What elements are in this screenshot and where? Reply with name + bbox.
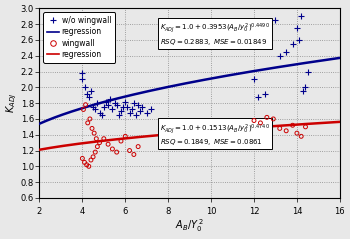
X-axis label: $A_B/Y_0^{\,2}$: $A_B/Y_0^{\,2}$: [175, 217, 204, 234]
Point: [258, 121, 263, 125]
Point: [79, 157, 85, 160]
Point: [114, 150, 119, 154]
Point: [107, 97, 113, 101]
Point: [88, 158, 94, 162]
Point: [93, 137, 99, 141]
Point: [135, 103, 141, 107]
Point: [127, 111, 132, 114]
Point: [284, 129, 289, 133]
Point: [140, 105, 145, 109]
Point: [87, 117, 93, 121]
Point: [105, 142, 111, 146]
Point: [97, 111, 102, 114]
Point: [256, 95, 261, 99]
Point: [127, 149, 132, 152]
Point: [264, 115, 270, 119]
Point: [89, 126, 95, 130]
Point: [112, 101, 117, 105]
Point: [303, 125, 308, 129]
Point: [118, 109, 124, 113]
Point: [114, 103, 119, 107]
Text: $K_{ADJ}=1.0+0.1513(A_B/y_0^{\,2})^{0.4740}$
$RSQ=0.1849,\;MSE=0.0861$: $K_{ADJ}=1.0+0.1513(A_B/y_0^{\,2})^{0.47…: [160, 122, 270, 147]
Point: [251, 77, 257, 81]
Y-axis label: $K_{ADJ}$: $K_{ADJ}$: [5, 93, 19, 113]
Point: [92, 150, 98, 154]
Point: [131, 101, 136, 105]
Point: [305, 70, 310, 73]
Point: [79, 71, 85, 75]
Point: [110, 147, 115, 151]
Point: [84, 163, 90, 167]
Point: [80, 108, 86, 111]
Point: [86, 95, 92, 99]
Point: [101, 105, 107, 109]
Point: [103, 100, 109, 103]
Point: [94, 101, 100, 105]
Point: [91, 131, 97, 135]
Point: [110, 108, 115, 111]
Point: [105, 103, 111, 107]
Point: [90, 155, 96, 159]
Point: [277, 54, 282, 58]
Point: [118, 139, 124, 143]
Point: [290, 123, 295, 127]
Point: [296, 38, 302, 42]
Point: [299, 14, 304, 18]
Point: [97, 141, 102, 145]
Point: [125, 105, 130, 109]
Point: [94, 145, 100, 148]
Point: [90, 105, 96, 109]
Point: [262, 92, 267, 96]
Point: [301, 89, 306, 93]
Point: [303, 85, 308, 89]
Point: [273, 18, 278, 22]
Point: [88, 89, 94, 93]
Point: [277, 126, 282, 130]
Point: [299, 134, 304, 138]
Point: [290, 42, 295, 46]
Point: [148, 108, 154, 111]
Point: [251, 119, 257, 122]
Point: [92, 108, 98, 111]
Text: $K_{ADJ}=1.0+0.3953(A_B/y_0^{\,2})^{0.4490}$
$RSQ=0.2883,\;MSE=0.01849$: $K_{ADJ}=1.0+0.3953(A_B/y_0^{\,2})^{0.44…: [160, 22, 270, 47]
Point: [83, 103, 89, 107]
Point: [122, 134, 128, 138]
Point: [144, 111, 149, 114]
Point: [129, 108, 134, 111]
Point: [85, 121, 91, 125]
Point: [82, 85, 87, 89]
Point: [116, 113, 122, 117]
Legend: w/o wingwall, regression, wingwall, regression: w/o wingwall, regression, wingwall, regr…: [43, 12, 115, 63]
Point: [86, 164, 92, 168]
Point: [122, 100, 128, 103]
Point: [101, 137, 107, 141]
Point: [131, 152, 136, 156]
Point: [284, 50, 289, 54]
Point: [271, 117, 276, 121]
Point: [99, 113, 105, 117]
Point: [294, 26, 300, 30]
Point: [133, 113, 139, 117]
Point: [84, 92, 90, 96]
Point: [120, 105, 126, 109]
Point: [135, 145, 141, 148]
Point: [138, 109, 143, 113]
Point: [79, 77, 85, 81]
Point: [294, 131, 300, 135]
Point: [82, 160, 87, 164]
